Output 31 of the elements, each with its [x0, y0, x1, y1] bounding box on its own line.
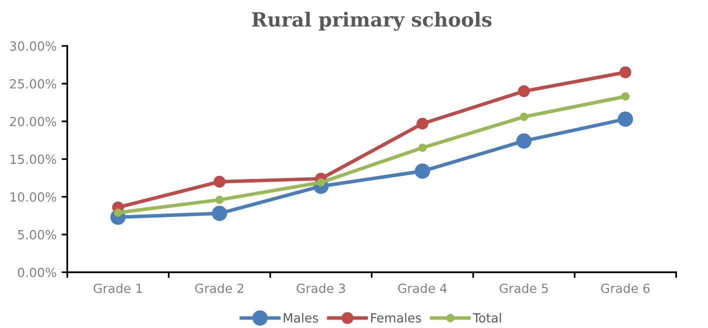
- y-tick-label: 0.00%: [18, 268, 56, 278]
- legend-label: Total: [472, 312, 501, 323]
- y-tick-label: 5.00%: [18, 230, 56, 240]
- legend-label: Males: [284, 312, 318, 323]
- point: [114, 208, 122, 217]
- y-tick-label: 10.00%: [10, 192, 56, 202]
- point: [214, 176, 226, 188]
- point: [212, 206, 228, 222]
- point: [619, 66, 632, 78]
- y-tick-label: 20.00%: [10, 116, 56, 126]
- point: [520, 112, 528, 121]
- x-tick-label: Grade 5: [500, 283, 548, 294]
- point: [518, 85, 530, 98]
- chart-title: Rural primary schools: [252, 12, 492, 31]
- y-tick-label: 15.00%: [10, 154, 56, 164]
- x-tick-label: Grade 4: [398, 283, 447, 294]
- y-tick-label: 30.00%: [10, 41, 56, 51]
- point: [418, 144, 427, 152]
- point: [414, 164, 430, 179]
- point: [316, 178, 326, 187]
- point: [621, 92, 630, 101]
- x-tick-label: Grade 3: [296, 283, 345, 294]
- x-tick-label: Grade 2: [195, 283, 244, 294]
- x-tick-label: Grade 6: [601, 283, 650, 294]
- y-tick-label: 25.00%: [10, 79, 56, 89]
- legend-label: Females: [371, 312, 422, 323]
- point: [416, 118, 428, 130]
- point: [516, 133, 532, 149]
- x-tick-label: Grade 1: [94, 283, 142, 294]
- point: [215, 196, 224, 204]
- point: [618, 111, 634, 127]
